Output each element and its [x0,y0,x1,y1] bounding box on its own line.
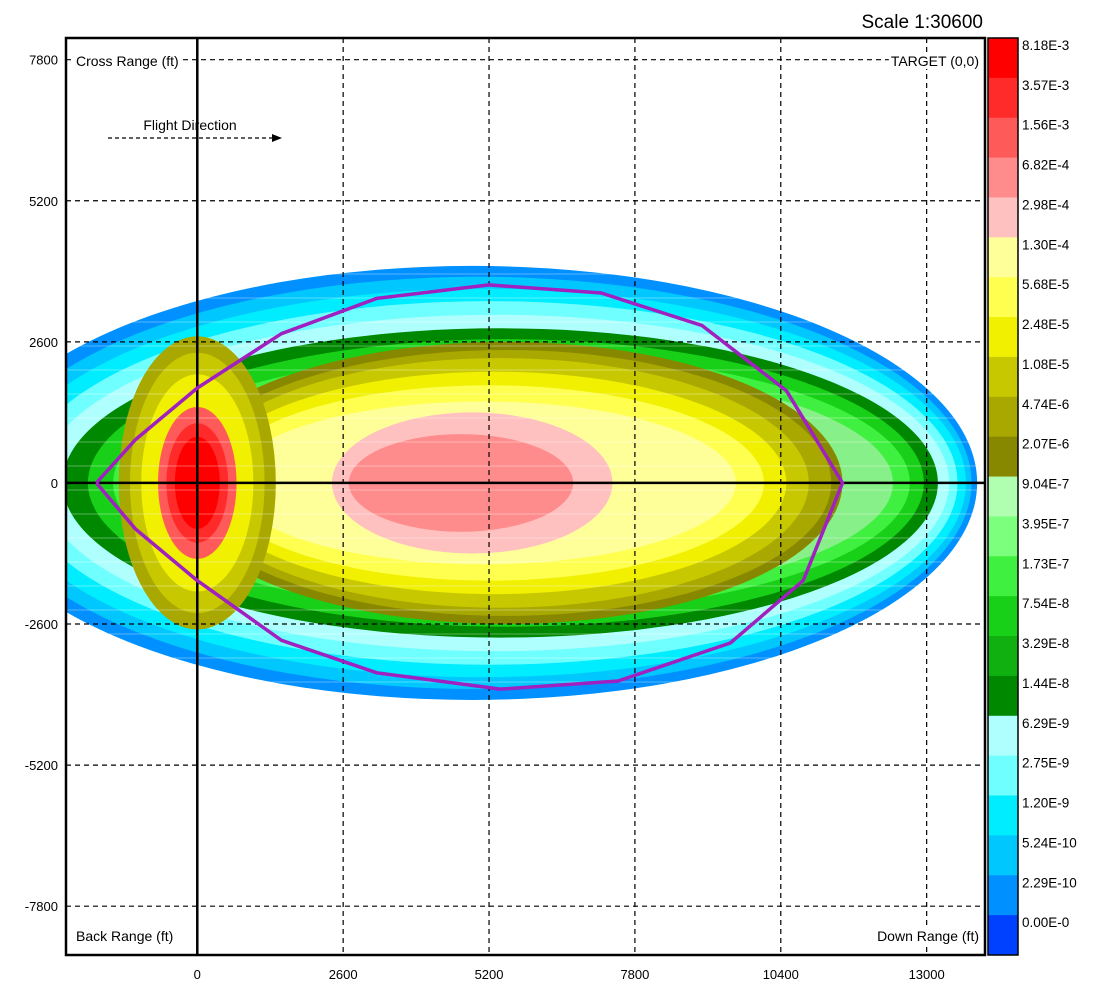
corner-label-top-right-bg [888,53,981,69]
y-tick-label: -5200 [25,758,58,773]
contour-regions [66,265,977,700]
legend-swatch [988,157,1018,198]
legend-swatch [988,715,1018,757]
legend-swatch [988,675,1018,717]
legend-swatch [988,197,1018,238]
corner-label-top-left-bg [74,53,181,69]
legend-swatch [988,277,1018,318]
x-tick-label: 5200 [475,967,504,982]
legend-swatch [988,516,1018,557]
legend-swatch [988,237,1018,278]
legend-label: 3.95E-7 [1022,516,1069,531]
legend-swatch [988,795,1018,836]
plot-frame [64,36,987,957]
x-tick-label: 2600 [329,967,358,982]
legend-swatch [988,755,1018,797]
legend-swatch [988,915,1018,956]
legend-label: 6.82E-4 [1022,158,1070,173]
x-tick-label: 0 [194,967,201,982]
legend-swatch [988,835,1018,876]
legend-label: 4.74E-6 [1022,397,1069,412]
legend-label: 3.57E-3 [1022,78,1069,93]
y-tick-label: 2600 [29,335,58,350]
legend-swatch [988,77,1018,119]
legend-swatch [988,396,1018,438]
legend-label: 5.24E-10 [1022,835,1077,850]
legend-label: 0.00E-0 [1022,915,1069,930]
legend-swatch [988,476,1018,517]
legend-label: 2.75E-9 [1022,756,1069,771]
legend-label: 1.44E-8 [1022,676,1069,691]
x-tick-label: 13000 [909,967,945,982]
legend-label: 1.73E-7 [1022,556,1069,571]
legend-label: 1.20E-9 [1022,796,1069,811]
corner-label-bottom-left-bg [74,928,176,944]
x-tick-label: 7800 [620,967,649,982]
scale-label: Scale 1:30600 [862,12,984,33]
legend-label: 2.07E-6 [1022,437,1069,452]
y-tick-label: -7800 [25,899,58,914]
corner-label-bottom-right-bg [875,928,981,944]
legend-swatch [988,117,1018,159]
corner-label-top-left: Cross Range (ft) [76,53,179,69]
corner-label-bottom-right: Down Range (ft) [877,928,979,944]
grid [66,38,985,955]
legend-label: 2.29E-10 [1022,875,1077,890]
y-tick-label: 0 [51,476,58,491]
boundary-curve [94,283,845,691]
flight-direction-label: Flight Direction [143,117,236,133]
legend-label: 2.98E-4 [1022,197,1070,212]
y-tick-label: 7800 [29,53,58,68]
x-tick-label: 10400 [763,967,799,982]
scanlines [66,57,985,947]
legend-swatch [988,436,1018,478]
legend-label: 2.48E-5 [1022,317,1069,332]
y-tick-label: -2600 [25,617,58,632]
legend-swatch [988,875,1018,916]
legend-label: 6.29E-9 [1022,716,1069,731]
flight-direction-arrow-head [272,134,282,142]
legend-swatch [988,556,1018,597]
legend-swatch [988,596,1018,637]
legend-label: 5.68E-5 [1022,277,1069,292]
legend-label: 1.08E-5 [1022,357,1069,372]
legend-frame [987,37,1019,956]
y-tick-label: 5200 [29,194,58,209]
legend-swatch [988,317,1018,358]
legend-label: 9.04E-7 [1022,477,1069,492]
corner-label-top-right: TARGET (0,0) [891,53,979,69]
legend-label: 1.30E-4 [1022,237,1070,252]
legend-label: 8.18E-3 [1022,38,1069,53]
corner-label-bottom-left: Back Range (ft) [76,928,173,944]
legend-swatch [988,356,1018,398]
legend-swatch [988,38,1018,79]
legend-label: 1.56E-3 [1022,118,1069,133]
legend-swatch [988,636,1018,677]
legend-label: 3.29E-8 [1022,636,1069,651]
legend-label: 7.54E-8 [1022,596,1069,611]
